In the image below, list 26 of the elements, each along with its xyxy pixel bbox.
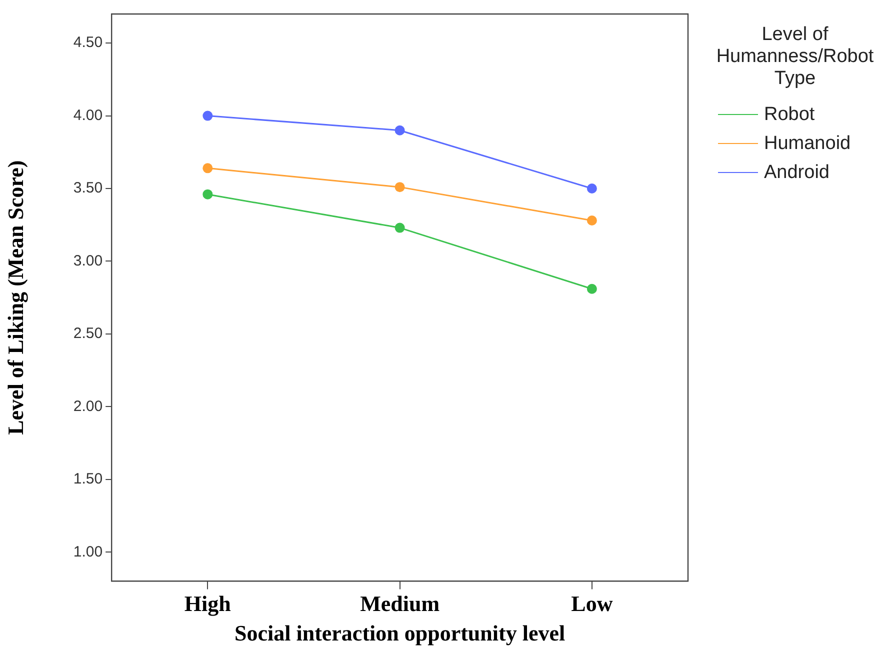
- legend-label: Humanoid: [764, 132, 851, 154]
- point: [586, 184, 597, 194]
- y-axis-title: Level of Liking (Mean Score): [2, 160, 28, 435]
- point: [394, 222, 405, 233]
- point: [202, 189, 213, 200]
- x-tick-label: Medium: [360, 591, 440, 616]
- y-tick-label: 1.50: [73, 470, 103, 488]
- legend-label: Android: [764, 162, 830, 184]
- y-tick-label: 3.00: [73, 252, 103, 270]
- x-tick-label: High: [184, 591, 231, 616]
- y-tick-label: 3.50: [73, 180, 103, 197]
- y-tick-label: 2.50: [73, 325, 103, 342]
- y-tick-label: 2.00: [73, 398, 103, 415]
- point: [394, 182, 405, 192]
- point: [202, 110, 213, 121]
- legend-label: Robot: [764, 104, 815, 126]
- point: [202, 163, 213, 174]
- x-tick-label: Low: [571, 591, 613, 616]
- y-tick-label: 4.50: [73, 34, 103, 52]
- point: [586, 284, 597, 294]
- legend-title: Level of Humanness/Robot Type: [715, 24, 875, 90]
- y-tick-label: 1.00: [73, 543, 103, 560]
- point: [394, 125, 405, 136]
- x-axis-title: Social interaction opportunity level: [234, 620, 566, 646]
- y-tick-label: 4.00: [73, 106, 103, 124]
- point: [586, 216, 597, 226]
